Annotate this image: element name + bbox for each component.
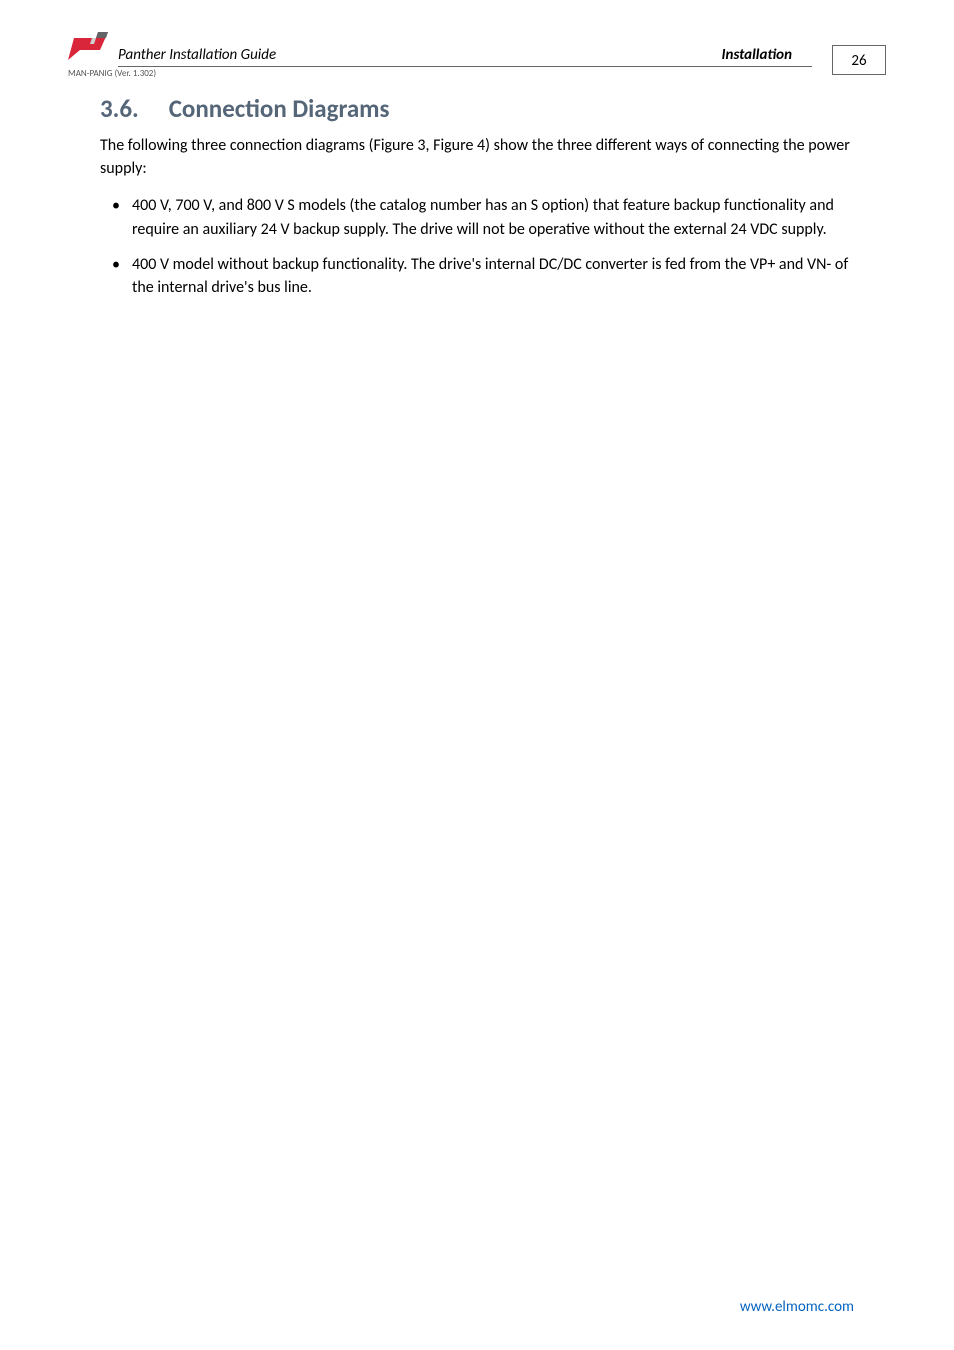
section-title: Connection Diagrams — [169, 93, 390, 124]
list-item: 400 V, 700 V, and 800 V S models (the ca… — [100, 194, 854, 240]
intro-paragraph: The following three connection diagrams … — [100, 134, 854, 180]
list-item: 400 V model without backup functionality… — [100, 253, 854, 299]
page-number: 26 — [832, 45, 886, 75]
footer-url[interactable]: www.elmomc.com — [740, 1298, 854, 1316]
bullet-list: 400 V, 700 V, and 800 V S models (the ca… — [100, 194, 854, 299]
document-title: Panther Installation Guide — [118, 46, 276, 64]
section-number: 3.6. — [100, 93, 139, 124]
brand-logo — [68, 32, 110, 67]
section-label: Installation — [722, 46, 792, 64]
version-line: MAN-PANIG (Ver. 1.302) — [0, 68, 954, 79]
